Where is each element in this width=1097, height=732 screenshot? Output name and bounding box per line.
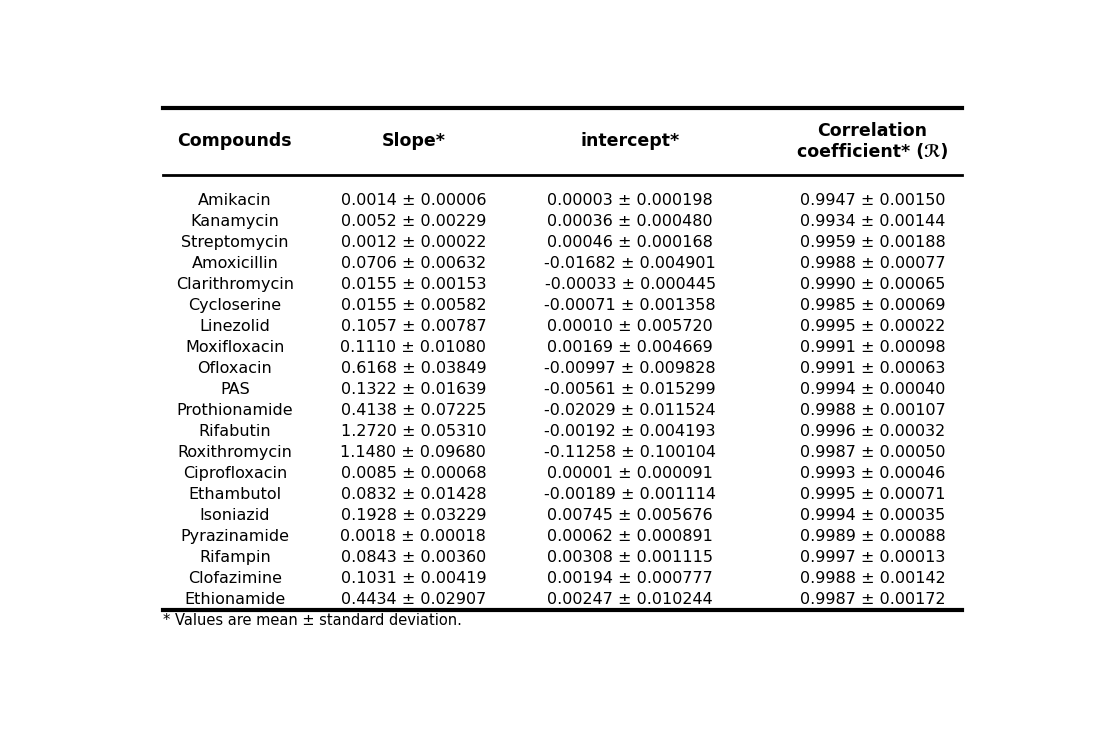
Text: 0.4138 ± 0.07225: 0.4138 ± 0.07225 bbox=[341, 403, 486, 419]
Text: Streptomycin: Streptomycin bbox=[181, 236, 289, 250]
Text: -0.00071 ± 0.001358: -0.00071 ± 0.001358 bbox=[544, 299, 716, 313]
Text: -0.00189 ± 0.001114: -0.00189 ± 0.001114 bbox=[544, 488, 716, 502]
Text: Rifabutin: Rifabutin bbox=[199, 425, 271, 439]
Text: 0.0018 ± 0.00018: 0.0018 ± 0.00018 bbox=[340, 529, 486, 545]
Text: Ethionamide: Ethionamide bbox=[184, 592, 285, 608]
Text: 0.9947 ± 0.00150: 0.9947 ± 0.00150 bbox=[800, 193, 946, 209]
Text: 0.9990 ± 0.00065: 0.9990 ± 0.00065 bbox=[800, 277, 946, 292]
Text: 0.9995 ± 0.00022: 0.9995 ± 0.00022 bbox=[800, 319, 946, 335]
Text: 0.0085 ± 0.00068: 0.0085 ± 0.00068 bbox=[341, 466, 486, 482]
Text: 0.0155 ± 0.00582: 0.0155 ± 0.00582 bbox=[341, 299, 486, 313]
Text: 0.00169 ± 0.004669: 0.00169 ± 0.004669 bbox=[547, 340, 713, 356]
Text: 1.2720 ± 0.05310: 1.2720 ± 0.05310 bbox=[341, 425, 486, 439]
Text: 0.9994 ± 0.00035: 0.9994 ± 0.00035 bbox=[800, 508, 946, 523]
Text: 0.9988 ± 0.00142: 0.9988 ± 0.00142 bbox=[800, 572, 946, 586]
Text: -0.00192 ± 0.004193: -0.00192 ± 0.004193 bbox=[544, 425, 716, 439]
Text: 0.0832 ± 0.01428: 0.0832 ± 0.01428 bbox=[341, 488, 486, 502]
Text: Ciprofloxacin: Ciprofloxacin bbox=[183, 466, 287, 482]
Text: -0.00997 ± 0.009828: -0.00997 ± 0.009828 bbox=[544, 362, 716, 376]
Text: Linezolid: Linezolid bbox=[200, 319, 270, 335]
Text: Moxifloxacin: Moxifloxacin bbox=[185, 340, 284, 356]
Text: 0.00308 ± 0.001115: 0.00308 ± 0.001115 bbox=[547, 550, 713, 565]
Text: intercept*: intercept* bbox=[580, 132, 680, 150]
Text: 0.0014 ± 0.00006: 0.0014 ± 0.00006 bbox=[341, 193, 486, 209]
Text: 0.9991 ± 0.00063: 0.9991 ± 0.00063 bbox=[800, 362, 946, 376]
Text: 0.9993 ± 0.00046: 0.9993 ± 0.00046 bbox=[800, 466, 946, 482]
Text: 0.9985 ± 0.00069: 0.9985 ± 0.00069 bbox=[800, 299, 946, 313]
Text: 0.00001 ± 0.000091: 0.00001 ± 0.000091 bbox=[547, 466, 713, 482]
Text: 0.00003 ± 0.000198: 0.00003 ± 0.000198 bbox=[547, 193, 713, 209]
Text: 0.1928 ± 0.03229: 0.1928 ± 0.03229 bbox=[341, 508, 486, 523]
Text: PAS: PAS bbox=[220, 382, 250, 397]
Text: 0.0012 ± 0.00022: 0.0012 ± 0.00022 bbox=[341, 236, 486, 250]
Text: 0.9995 ± 0.00071: 0.9995 ± 0.00071 bbox=[800, 488, 946, 502]
Text: 0.1110 ± 0.01080: 0.1110 ± 0.01080 bbox=[340, 340, 486, 356]
Text: Slope*: Slope* bbox=[382, 132, 445, 150]
Text: 0.00010 ± 0.005720: 0.00010 ± 0.005720 bbox=[547, 319, 713, 335]
Text: 0.9988 ± 0.00107: 0.9988 ± 0.00107 bbox=[800, 403, 946, 419]
Text: Prothionamide: Prothionamide bbox=[177, 403, 293, 419]
Text: 0.1031 ± 0.00419: 0.1031 ± 0.00419 bbox=[341, 572, 486, 586]
Text: Clarithromycin: Clarithromycin bbox=[176, 277, 294, 292]
Text: 0.6168 ± 0.03849: 0.6168 ± 0.03849 bbox=[341, 362, 486, 376]
Text: 0.9991 ± 0.00098: 0.9991 ± 0.00098 bbox=[800, 340, 946, 356]
Text: 0.9996 ± 0.00032: 0.9996 ± 0.00032 bbox=[800, 425, 946, 439]
Text: 0.9987 ± 0.00172: 0.9987 ± 0.00172 bbox=[800, 592, 946, 608]
Text: Amoxicillin: Amoxicillin bbox=[192, 256, 279, 272]
Text: 1.1480 ± 0.09680: 1.1480 ± 0.09680 bbox=[340, 445, 486, 460]
Text: -0.02029 ± 0.011524: -0.02029 ± 0.011524 bbox=[544, 403, 716, 419]
Text: 0.9959 ± 0.00188: 0.9959 ± 0.00188 bbox=[800, 236, 946, 250]
Text: 0.00247 ± 0.010244: 0.00247 ± 0.010244 bbox=[547, 592, 713, 608]
Text: Ethambutol: Ethambutol bbox=[189, 488, 282, 502]
Text: 0.0052 ± 0.00229: 0.0052 ± 0.00229 bbox=[341, 214, 486, 229]
Text: Pyrazinamide: Pyrazinamide bbox=[180, 529, 290, 545]
Text: 0.00194 ± 0.000777: 0.00194 ± 0.000777 bbox=[547, 572, 713, 586]
Text: Compounds: Compounds bbox=[178, 132, 292, 150]
Text: 0.9934 ± 0.00144: 0.9934 ± 0.00144 bbox=[800, 214, 946, 229]
Text: Cycloserine: Cycloserine bbox=[189, 299, 282, 313]
Text: Clofazimine: Clofazimine bbox=[188, 572, 282, 586]
Text: -0.01682 ± 0.004901: -0.01682 ± 0.004901 bbox=[544, 256, 716, 272]
Text: 0.00046 ± 0.000168: 0.00046 ± 0.000168 bbox=[547, 236, 713, 250]
Text: 0.4434 ± 0.02907: 0.4434 ± 0.02907 bbox=[341, 592, 486, 608]
Text: -0.00033 ± 0.000445: -0.00033 ± 0.000445 bbox=[545, 277, 715, 292]
Text: 0.9994 ± 0.00040: 0.9994 ± 0.00040 bbox=[800, 382, 946, 397]
Text: * Values are mean ± standard deviation.: * Values are mean ± standard deviation. bbox=[162, 613, 462, 628]
Text: 0.0155 ± 0.00153: 0.0155 ± 0.00153 bbox=[341, 277, 486, 292]
Text: Rifampin: Rifampin bbox=[199, 550, 271, 565]
Text: 0.9997 ± 0.00013: 0.9997 ± 0.00013 bbox=[800, 550, 946, 565]
Text: coefficient* (ℛ): coefficient* (ℛ) bbox=[796, 143, 948, 160]
Text: Correlation: Correlation bbox=[817, 122, 928, 140]
Text: Roxithromycin: Roxithromycin bbox=[178, 445, 292, 460]
Text: Ofloxacin: Ofloxacin bbox=[197, 362, 272, 376]
Text: -0.00561 ± 0.015299: -0.00561 ± 0.015299 bbox=[544, 382, 716, 397]
Text: Isoniazid: Isoniazid bbox=[200, 508, 270, 523]
Text: 0.1322 ± 0.01639: 0.1322 ± 0.01639 bbox=[341, 382, 486, 397]
Text: 0.00036 ± 0.000480: 0.00036 ± 0.000480 bbox=[547, 214, 713, 229]
Text: 0.9989 ± 0.00088: 0.9989 ± 0.00088 bbox=[800, 529, 946, 545]
Text: 0.0843 ± 0.00360: 0.0843 ± 0.00360 bbox=[341, 550, 486, 565]
Text: Kanamycin: Kanamycin bbox=[191, 214, 280, 229]
Text: 0.0706 ± 0.00632: 0.0706 ± 0.00632 bbox=[341, 256, 486, 272]
Text: 0.00745 ± 0.005676: 0.00745 ± 0.005676 bbox=[547, 508, 713, 523]
Text: -0.11258 ± 0.100104: -0.11258 ± 0.100104 bbox=[544, 445, 716, 460]
Text: 0.9988 ± 0.00077: 0.9988 ± 0.00077 bbox=[800, 256, 946, 272]
Text: 0.00062 ± 0.000891: 0.00062 ± 0.000891 bbox=[547, 529, 713, 545]
Text: 0.9987 ± 0.00050: 0.9987 ± 0.00050 bbox=[800, 445, 946, 460]
Text: 0.1057 ± 0.00787: 0.1057 ± 0.00787 bbox=[341, 319, 486, 335]
Text: Amikacin: Amikacin bbox=[199, 193, 272, 209]
